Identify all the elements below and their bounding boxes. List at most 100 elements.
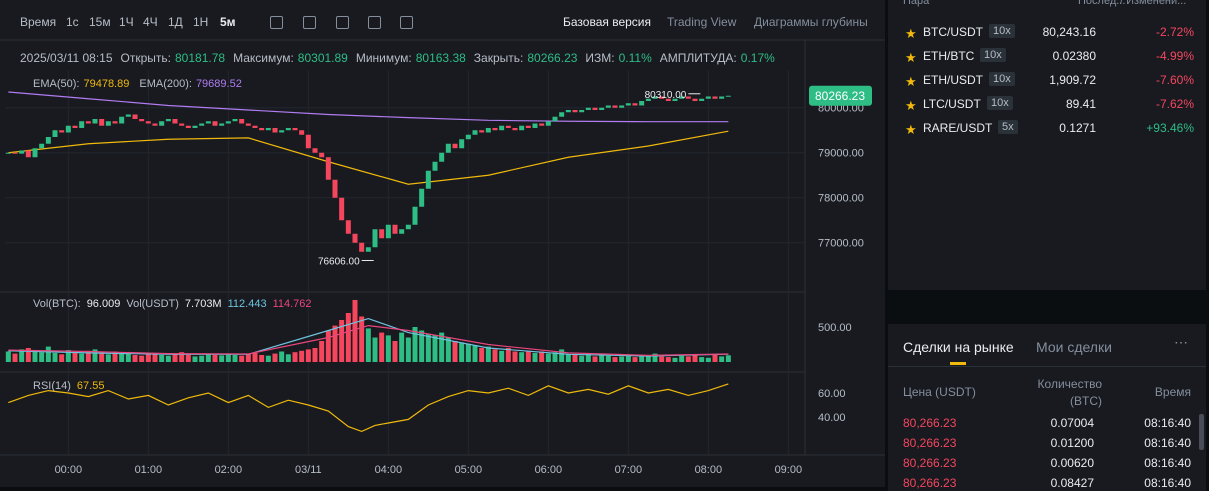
volume-bar bbox=[692, 354, 698, 362]
more-menu[interactable]: ⋯ bbox=[1174, 334, 1188, 350]
pair-name[interactable]: RARE/USDT bbox=[923, 121, 993, 135]
tool-icon[interactable] bbox=[400, 16, 413, 29]
candle bbox=[525, 125, 531, 128]
tool-icon[interactable] bbox=[303, 16, 316, 29]
pair-name[interactable]: ETH/USDT bbox=[923, 73, 983, 87]
candle bbox=[659, 96, 665, 99]
tab[interactable]: Сделки на рынке bbox=[903, 339, 1014, 355]
column-header[interactable]: Пара bbox=[903, 0, 930, 7]
favorite-star[interactable]: ★ bbox=[905, 122, 917, 137]
tool-icon[interactable] bbox=[270, 16, 283, 29]
candle bbox=[99, 118, 105, 126]
candle bbox=[472, 130, 478, 135]
candle bbox=[85, 121, 91, 124]
candle bbox=[159, 121, 165, 126]
interval-button[interactable]: 5м bbox=[220, 15, 236, 29]
volume-bar bbox=[212, 354, 218, 362]
volume-bar bbox=[299, 350, 305, 362]
volume-bar bbox=[665, 357, 671, 362]
volume-bar bbox=[559, 349, 565, 362]
volume-bar bbox=[365, 328, 371, 362]
trade-price: 80,266.23 bbox=[903, 416, 957, 430]
volume-bar bbox=[552, 352, 558, 362]
pair-name[interactable]: ETH/BTC bbox=[923, 49, 975, 63]
rsi-value: 67.55 bbox=[77, 380, 105, 392]
candle bbox=[639, 100, 645, 106]
volume-bar bbox=[332, 325, 338, 362]
candle bbox=[499, 125, 505, 131]
volume-bar bbox=[25, 347, 31, 362]
favorite-star[interactable]: ★ bbox=[905, 50, 917, 65]
candle bbox=[332, 179, 338, 198]
candle bbox=[239, 118, 245, 124]
last-price: 0.02380 bbox=[1052, 49, 1096, 63]
volume-bar bbox=[565, 354, 571, 362]
candle bbox=[632, 103, 638, 106]
tool-icon[interactable] bbox=[336, 16, 349, 29]
candle bbox=[259, 127, 265, 131]
column-header[interactable]: Послед... bbox=[1078, 0, 1126, 7]
view-tab[interactable]: Базовая версия bbox=[563, 15, 651, 29]
candle bbox=[552, 116, 558, 122]
candle bbox=[132, 114, 138, 119]
candle bbox=[165, 118, 171, 122]
candle bbox=[272, 127, 278, 133]
x-tick-label: 02:00 bbox=[215, 464, 243, 476]
volume-bar bbox=[125, 353, 131, 362]
volume-bar bbox=[92, 349, 98, 362]
pair-name[interactable]: LTC/USDT bbox=[923, 97, 981, 111]
volume-bar bbox=[619, 356, 625, 362]
pair-name[interactable]: BTC/USDT bbox=[923, 25, 983, 39]
favorite-star[interactable]: ★ bbox=[905, 98, 917, 113]
column-header: Количество (BTC) bbox=[1037, 377, 1102, 408]
divider bbox=[888, 366, 1206, 367]
column-header: Время bbox=[1154, 385, 1191, 399]
volume-bar bbox=[185, 354, 191, 362]
volume-bar bbox=[199, 355, 205, 362]
candle bbox=[12, 152, 18, 154]
favorite-star[interactable]: ★ bbox=[905, 26, 917, 41]
column-header[interactable]: / Изменени... bbox=[1120, 0, 1187, 7]
candle bbox=[5, 152, 11, 154]
interval-button[interactable]: 15м bbox=[89, 15, 111, 29]
volume-bar bbox=[219, 355, 225, 362]
interval-button[interactable]: 4Ч bbox=[143, 15, 158, 29]
volume-bar bbox=[579, 355, 585, 362]
interval-button[interactable]: 1Ч bbox=[119, 15, 134, 29]
view-tab[interactable]: Диаграммы глубины bbox=[754, 15, 868, 29]
volume-bar bbox=[119, 352, 125, 362]
volume-bar bbox=[612, 357, 618, 362]
volume-legend: Vol(USDT) bbox=[126, 298, 179, 310]
candle bbox=[719, 96, 725, 99]
volume-bar bbox=[452, 340, 458, 362]
favorite-star[interactable]: ★ bbox=[905, 74, 917, 89]
candle bbox=[345, 220, 351, 234]
volume-bar bbox=[152, 352, 158, 362]
trade-qty: 0.00620 bbox=[1050, 456, 1094, 470]
volume-bar bbox=[545, 353, 551, 362]
view-tab[interactable]: Trading View bbox=[667, 15, 737, 29]
tab[interactable]: Мои сделки bbox=[1036, 339, 1112, 355]
volume-bar bbox=[459, 342, 465, 362]
volume-bar bbox=[192, 356, 198, 362]
candle bbox=[52, 130, 58, 137]
candle bbox=[352, 233, 358, 243]
interval-button[interactable]: 1Н bbox=[193, 15, 209, 29]
candle bbox=[399, 229, 405, 234]
volume-bar bbox=[112, 351, 118, 362]
interval-button[interactable]: 1с bbox=[66, 15, 79, 29]
volume-bar bbox=[65, 350, 71, 362]
candle bbox=[665, 98, 671, 101]
candle bbox=[292, 127, 298, 131]
interval-button[interactable]: 1Д bbox=[168, 15, 183, 29]
volume-bar bbox=[232, 354, 238, 362]
y-tick-label: 60.00 bbox=[818, 388, 846, 400]
candle bbox=[365, 247, 371, 252]
candle bbox=[452, 143, 458, 149]
rsi-line bbox=[8, 383, 729, 433]
candle bbox=[92, 118, 98, 124]
tool-icon[interactable] bbox=[368, 16, 381, 29]
volume-bar bbox=[85, 350, 91, 362]
candle bbox=[559, 112, 565, 117]
candle bbox=[465, 134, 471, 140]
